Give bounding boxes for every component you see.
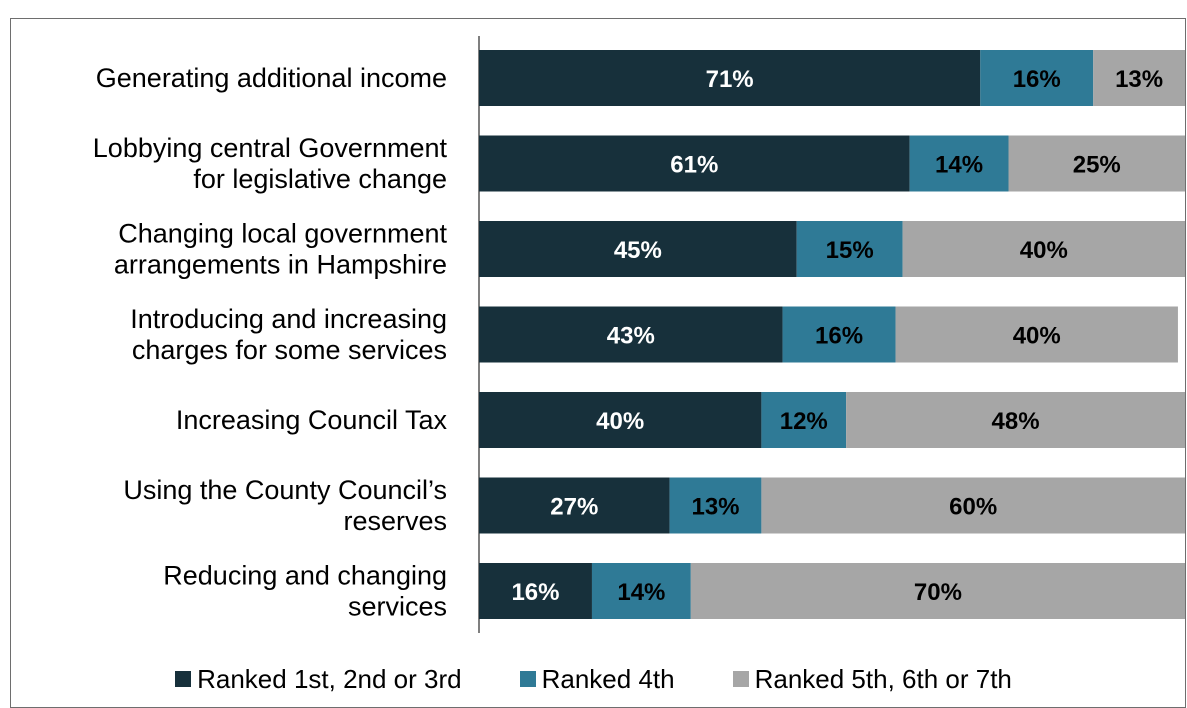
- category-label: Introducing and increasing charges for so…: [130, 304, 447, 365]
- data-label: 60%: [949, 494, 997, 521]
- bar-segment: [909, 135, 1009, 192]
- legend-item-ranked-5-7: Ranked 5th, 6th or 7th: [732, 663, 1012, 695]
- legend-label-ranked-1-3: Ranked 1st, 2nd or 3rd: [197, 663, 462, 694]
- legend-swatch-ranked-4: [519, 671, 536, 687]
- data-label: 25%: [1073, 152, 1121, 179]
- legend-label-ranked-4: Ranked 4th: [541, 663, 675, 694]
- category-label: Increasing Council Tax: [176, 405, 448, 435]
- data-label: 71%: [706, 66, 754, 93]
- bar-segment: [479, 50, 981, 106]
- category-label: Changing local government arrangements in…: [114, 219, 448, 280]
- data-label: 40%: [1013, 323, 1061, 350]
- data-label: 16%: [511, 579, 559, 606]
- legend: Ranked 1st, 2nd or 3rd Ranked 4th Ranked…: [0, 662, 1187, 696]
- bar-segment: [1008, 135, 1185, 192]
- bar-segment: [902, 221, 1185, 277]
- bar-segment: [980, 50, 1094, 106]
- data-label: 40%: [596, 408, 644, 435]
- data-label: 14%: [617, 579, 665, 606]
- data-label: 61%: [670, 152, 718, 179]
- data-label: 12%: [780, 408, 828, 435]
- bar-segment: [479, 563, 592, 619]
- legend-item-ranked-1-3: Ranked 1st, 2nd or 3rd: [175, 664, 462, 695]
- data-label: 13%: [691, 494, 739, 521]
- data-label: 14%: [935, 152, 983, 179]
- data-label: 27%: [550, 494, 598, 521]
- data-label: 13%: [1115, 66, 1163, 93]
- data-label: 43%: [607, 323, 655, 350]
- data-label: 16%: [1013, 66, 1061, 93]
- data-label: 40%: [1020, 237, 1068, 264]
- bar-segment: [690, 563, 1185, 619]
- bar-segment: [761, 477, 1185, 534]
- bar-segment: [591, 563, 691, 619]
- data-label: 15%: [826, 237, 874, 264]
- bar-segment: [846, 392, 1185, 448]
- bar-segment: [479, 135, 910, 192]
- category-label: Reducing and changing services: [163, 561, 447, 622]
- bar-segment: [761, 392, 847, 448]
- data-label: 70%: [914, 579, 962, 606]
- legend-swatch-ranked-1-3: [175, 671, 192, 687]
- data-label: 48%: [992, 408, 1040, 435]
- bar-segment: [782, 306, 896, 363]
- data-label: 45%: [614, 237, 662, 264]
- bar-segment: [796, 221, 903, 277]
- category-label: Using the County Council’s reserves: [123, 475, 447, 536]
- legend-swatch-ranked-5-7: [732, 671, 749, 687]
- data-label: 16%: [815, 323, 863, 350]
- bar-segment: [479, 306, 783, 363]
- stacked-bar-chart: Generating additional income 71% 16% 13% Lob…: [93, 36, 1185, 633]
- legend-label-ranked-5-7: Ranked 5th, 6th or 7th: [754, 663, 1012, 694]
- bar-segment: [1093, 50, 1185, 106]
- bar-segment: [895, 306, 1178, 363]
- legend-item-ranked-4: Ranked 4th: [519, 663, 675, 695]
- bar-segment: [669, 477, 762, 534]
- bar-segment: [479, 477, 670, 534]
- bar-segment: [479, 221, 797, 277]
- category-label: Generating additional income: [96, 63, 447, 93]
- bar-segment: [479, 392, 762, 448]
- category-label: Lobbying central Government for legislati…: [93, 133, 448, 194]
